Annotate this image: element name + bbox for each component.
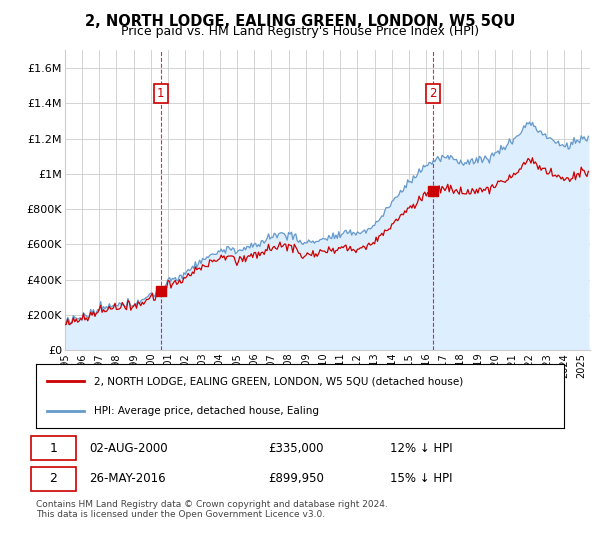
Text: 1: 1 xyxy=(157,87,164,100)
Text: £335,000: £335,000 xyxy=(268,442,324,455)
Text: £899,950: £899,950 xyxy=(268,473,324,486)
Text: Price paid vs. HM Land Registry's House Price Index (HPI): Price paid vs. HM Land Registry's House … xyxy=(121,25,479,38)
Text: 2, NORTH LODGE, EALING GREEN, LONDON, W5 5QU: 2, NORTH LODGE, EALING GREEN, LONDON, W5… xyxy=(85,14,515,29)
Text: 2, NORTH LODGE, EALING GREEN, LONDON, W5 5QU (detached house): 2, NORTH LODGE, EALING GREEN, LONDON, W5… xyxy=(94,376,463,386)
Text: 02-AUG-2000: 02-AUG-2000 xyxy=(89,442,167,455)
Text: 2: 2 xyxy=(430,87,437,100)
Text: 1: 1 xyxy=(49,442,58,455)
Text: 2: 2 xyxy=(49,473,58,486)
Text: HPI: Average price, detached house, Ealing: HPI: Average price, detached house, Eali… xyxy=(94,406,319,416)
FancyBboxPatch shape xyxy=(31,466,76,491)
Text: 12% ↓ HPI: 12% ↓ HPI xyxy=(390,442,452,455)
Text: 15% ↓ HPI: 15% ↓ HPI xyxy=(390,473,452,486)
Text: 26-MAY-2016: 26-MAY-2016 xyxy=(89,473,166,486)
Text: Contains HM Land Registry data © Crown copyright and database right 2024.
This d: Contains HM Land Registry data © Crown c… xyxy=(36,500,388,519)
FancyBboxPatch shape xyxy=(31,436,76,460)
